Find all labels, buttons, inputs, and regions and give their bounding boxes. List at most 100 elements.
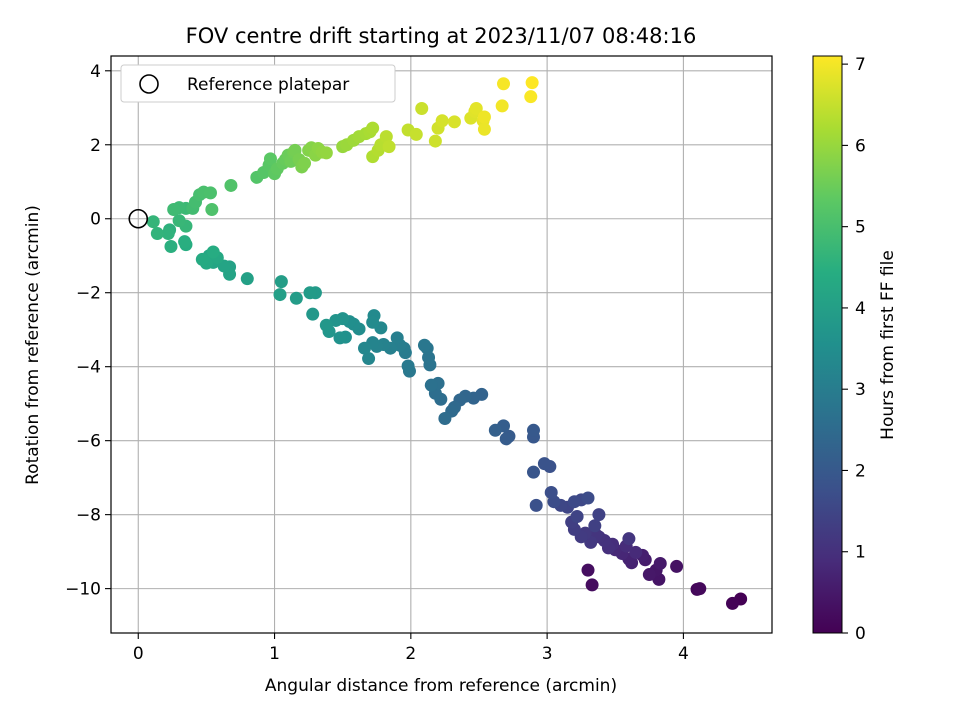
- data-point: [263, 152, 277, 166]
- data-point: [164, 239, 178, 253]
- data-point: [567, 495, 581, 509]
- data-point: [150, 227, 164, 241]
- y-tick-label: 4: [90, 62, 101, 82]
- data-point: [477, 110, 491, 124]
- chart-title: FOV centre drift starting at 2023/11/07 …: [186, 24, 697, 48]
- data-point: [495, 99, 509, 113]
- y-tick-label: 2: [90, 136, 101, 156]
- data-point: [366, 121, 380, 135]
- data-point: [357, 341, 371, 355]
- y-tick-label: −6: [76, 432, 101, 452]
- data-point: [447, 115, 461, 129]
- legend: Reference platepar: [120, 64, 396, 103]
- colorbar-tick-label: 7: [855, 55, 866, 75]
- colorbar-label: Hours from first FF file: [878, 250, 898, 440]
- data-point: [401, 359, 415, 373]
- colorbar-ticks: 0 1 2 3 4 5 6 7: [842, 55, 866, 644]
- x-tick-label: 3: [542, 644, 553, 664]
- data-point: [195, 252, 209, 266]
- data-point: [333, 331, 347, 345]
- data-point: [273, 288, 287, 302]
- data-point: [289, 291, 303, 305]
- x-axis-label: Angular distance from reference (arcmin): [265, 676, 617, 696]
- y-axis-ticks: 4 2 0 −2 −4 −6 −8 −10: [65, 62, 111, 600]
- data-point: [537, 457, 551, 471]
- reference-platepar-marker: [128, 208, 149, 229]
- data-point: [390, 331, 404, 345]
- legend-marker-reference: [139, 74, 159, 94]
- data-point: [525, 76, 539, 90]
- x-tick-label: 2: [405, 644, 416, 664]
- data-point: [469, 102, 483, 116]
- data-point: [172, 214, 186, 228]
- data-point: [477, 122, 491, 136]
- data-point: [642, 568, 656, 582]
- data-point: [146, 215, 160, 229]
- data-point: [725, 596, 739, 610]
- colorbar-tick-label: 5: [855, 218, 866, 238]
- data-point: [497, 77, 511, 91]
- y-tick-label: −4: [76, 358, 101, 378]
- data-point: [585, 578, 599, 592]
- y-tick-label: 0: [90, 210, 101, 230]
- data-point: [274, 275, 288, 289]
- legend-label-reference: Reference platepar: [187, 75, 349, 95]
- y-tick-label: −10: [65, 580, 101, 600]
- plot-frame: [110, 55, 773, 634]
- x-axis-ticks: 0 1 2 3 4: [133, 633, 689, 664]
- colorbar-tick-label: 2: [855, 461, 866, 481]
- data-point: [653, 556, 667, 570]
- data-point: [224, 178, 238, 192]
- data-point: [526, 423, 540, 437]
- data-point: [167, 202, 181, 216]
- data-point: [526, 465, 540, 479]
- data-point: [435, 114, 449, 128]
- y-tick-label: −8: [76, 506, 101, 526]
- data-point: [240, 272, 254, 286]
- colorbar-tick-label: 3: [855, 380, 866, 400]
- x-tick-label: 0: [133, 644, 144, 664]
- data-point: [581, 491, 595, 505]
- data-point: [205, 202, 219, 216]
- data-point: [529, 498, 543, 512]
- data-point: [588, 519, 602, 533]
- x-tick-label: 4: [678, 644, 689, 664]
- data-point: [379, 130, 393, 144]
- data-point: [161, 227, 175, 241]
- data-points: [146, 76, 748, 610]
- data-point: [366, 315, 380, 329]
- data-point: [544, 485, 558, 499]
- data-point: [203, 186, 217, 200]
- y-axis-label: Rotation from reference (arcmin): [23, 205, 43, 485]
- data-point: [206, 245, 220, 259]
- data-point: [488, 423, 502, 437]
- data-point: [622, 532, 636, 546]
- data-point: [438, 411, 452, 425]
- data-point: [415, 102, 429, 116]
- data-point: [298, 156, 312, 170]
- data-point: [417, 338, 431, 352]
- data-point: [693, 582, 707, 596]
- data-point: [409, 127, 423, 141]
- data-point: [319, 146, 333, 160]
- colorbar-tick-label: 6: [855, 136, 866, 156]
- data-point: [306, 307, 320, 321]
- data-point: [524, 90, 538, 104]
- colorbar-tick-label: 1: [855, 543, 866, 563]
- legend-box: [120, 64, 396, 103]
- data-point: [592, 508, 606, 522]
- y-tick-label: −2: [76, 284, 101, 304]
- x-tick-label: 1: [269, 644, 280, 664]
- data-point: [303, 286, 317, 300]
- colorbar-tick-label: 0: [855, 624, 866, 644]
- data-point: [382, 140, 396, 154]
- data-point: [581, 563, 595, 577]
- data-point: [424, 378, 438, 392]
- data-point: [570, 509, 584, 523]
- data-point: [428, 134, 442, 148]
- colorbar-tick-label: 4: [855, 299, 866, 319]
- data-point: [629, 545, 643, 559]
- data-point: [319, 318, 333, 332]
- data-point: [178, 235, 192, 249]
